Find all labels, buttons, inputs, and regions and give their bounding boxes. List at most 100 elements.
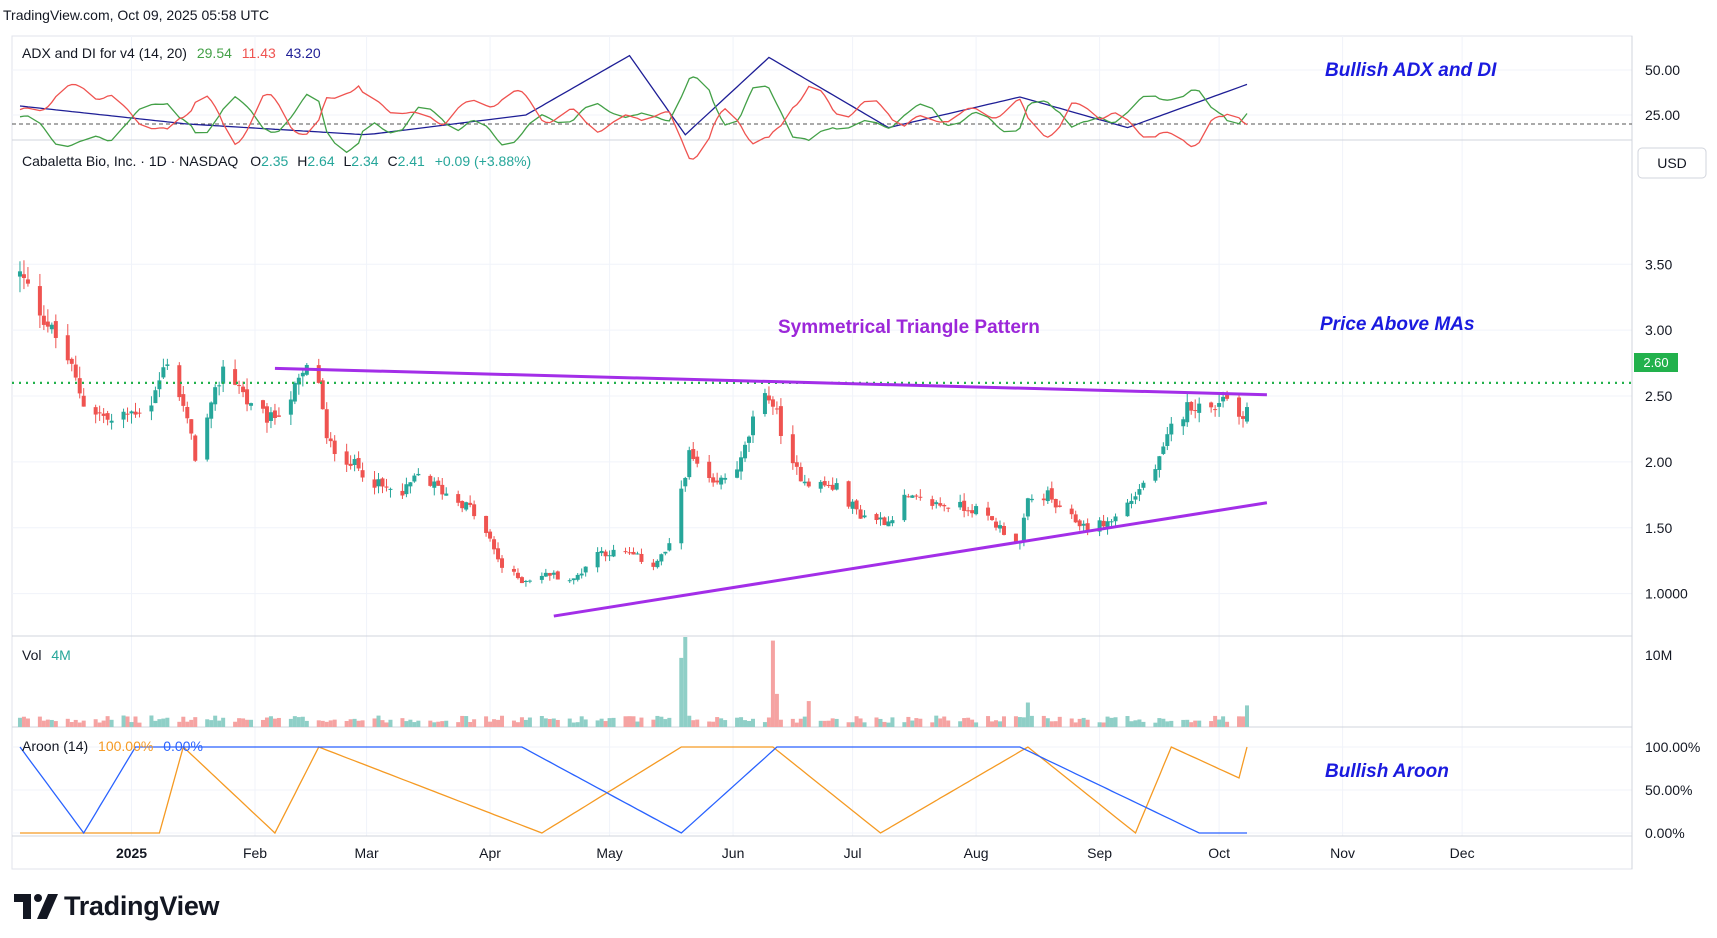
candle-body [1081,523,1086,526]
candle-body [372,479,377,488]
volume-bar [1045,718,1050,727]
candle-body [1077,520,1082,527]
candle-body [762,393,767,415]
candle-body [1141,482,1146,488]
candle-body [376,479,381,487]
volume-bar [324,721,329,727]
volume-bar [930,722,935,727]
time-axis-label-jul: Jul [844,845,862,861]
candle-body [101,413,106,416]
candle-body [790,434,795,464]
candle-body [966,510,971,512]
volume-bar [492,719,497,727]
candle-body [153,390,158,404]
volume-bar [603,721,608,727]
volume-bar [691,720,696,727]
candle-body [1021,517,1026,541]
candle-body [850,501,855,509]
candle-body [1041,498,1046,501]
volume-bar [1049,721,1054,727]
volume-bar [743,720,748,727]
candle-body [511,568,516,572]
candle-body [1073,514,1078,523]
candle-body [970,510,975,514]
aroon-legend: Aroon (14) 100.00% 0.00% [22,738,203,754]
volume-bar [551,718,556,727]
candle-body [667,543,672,551]
volume-bar [1225,721,1230,727]
time-axis-label-nov: Nov [1330,845,1355,861]
adx-line [19,54,1248,136]
annotation-bullish-adx[interactable]: Bullish ADX and DI [1325,60,1497,81]
volume-bar [1073,722,1078,727]
candle-body [1169,423,1174,435]
candle-body [930,499,935,506]
aroon-axis-tick: 0.00% [1645,825,1685,841]
candle-body [798,466,803,482]
volume-bar [93,719,98,727]
volume-bar [846,722,851,727]
volume-bar [21,716,26,727]
candle-body [527,580,532,582]
volume-bar [217,720,222,727]
annotation-bullish-aroon[interactable]: Bullish Aroon [1325,761,1449,782]
chart-drawings[interactable] [12,366,1632,618]
candle-body [687,450,692,478]
candle-body [213,387,218,405]
candle-body [41,315,46,325]
candle-body [384,486,389,488]
candle-body [193,435,198,461]
candle-body [272,410,277,418]
candle-body [348,463,353,466]
volume-bar [65,718,70,727]
volume-bar [611,717,616,727]
volume-bar [388,719,393,727]
di-plus-line [19,76,1248,154]
annotation-price-above-mas[interactable]: Price Above MAs [1320,314,1475,335]
volume-bar [73,719,78,727]
volume-bar [45,719,50,727]
annotation-symmetrical-triangle[interactable]: Symmetrical Triangle Pattern [778,317,1040,338]
volume-bar [241,718,246,727]
volume-bar [595,720,600,727]
candle-body [1161,446,1166,454]
chart-frame [11,35,1633,870]
candle-body [998,525,1002,529]
candle-body [1105,521,1110,529]
volume-bar [762,722,767,727]
candle-body [288,399,293,415]
volume-bar [1057,716,1062,727]
volume-bar [1137,719,1142,727]
price-axis-tick: 3.50 [1645,256,1672,272]
volume-bar [460,715,465,727]
candle-body [416,473,421,476]
volume-bar [237,718,242,727]
candle-body [707,461,712,478]
candle-body [890,520,895,524]
candle-body [276,415,281,417]
volume-bar [464,716,469,727]
ohlc-close-key: C [387,153,397,169]
candle-body [1217,403,1222,407]
adx-legend-di-plus: 29.54 [197,45,232,61]
volume-bar [790,718,795,727]
volume-bar [555,719,560,727]
volume-bar [766,717,771,727]
currency-button[interactable]: USD [1637,147,1707,179]
candle-body [1125,502,1130,517]
aroon-up-value: 100.00% [98,738,153,754]
volume-bar [651,719,656,727]
volume-bar [946,720,951,727]
price-change: +0.09 (+3.88%) [435,153,532,169]
candle-body [743,444,748,459]
candle-body [1085,523,1090,533]
volume-bar [1245,705,1249,727]
ohlc-close-value: 2.41 [398,153,425,169]
volume-bar [129,722,134,727]
volume-label: Vol [22,647,41,663]
volume-bar [17,717,22,727]
volume-bar [488,721,493,727]
volume-bar [444,720,449,727]
tradingview-logo[interactable]: TradingView [14,886,220,926]
